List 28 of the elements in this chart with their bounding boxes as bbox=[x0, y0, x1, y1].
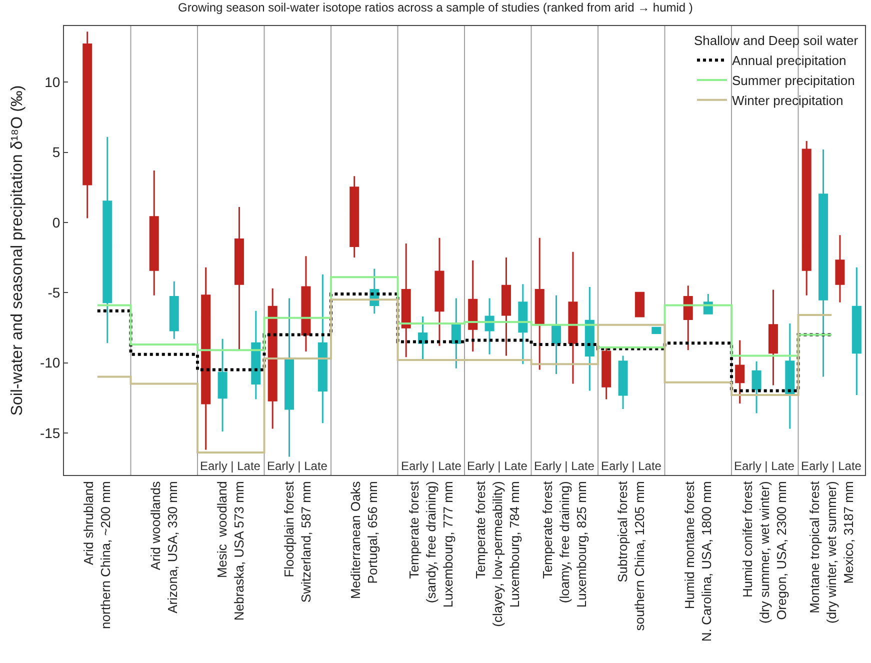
annotation: Early | Late bbox=[267, 459, 328, 473]
annotation: Early | Late bbox=[601, 459, 662, 473]
y-tick-label: -15 bbox=[40, 424, 60, 441]
y-tick-label: 0 bbox=[52, 214, 60, 230]
annotation: Early | Late bbox=[401, 459, 462, 473]
legend-title: Shallow and Deep soil water bbox=[694, 33, 859, 48]
legend-label: Winter precipitation bbox=[732, 92, 844, 108]
y-tick-label: 10 bbox=[44, 74, 60, 90]
x-tick-label: Temperate forest (clayey, low-permeability) Luxembourg, 784 mm bbox=[473, 480, 522, 627]
x-tick-label: Temperate forest (sandy, free draining) Luxembourg, 777 mm bbox=[406, 480, 456, 608]
x-tick-label: Floodplain forest Switzerland, 587 mm bbox=[281, 480, 314, 603]
chart-title: Growing season soil-water isotope ratios across a sample of studies (ranked from arid → humid ) bbox=[178, 0, 693, 15]
annotation: Early | Late bbox=[734, 459, 795, 473]
y-tick-label: -5 bbox=[48, 284, 60, 300]
annotation: Early | Late bbox=[467, 459, 528, 473]
annotation: Early | Late bbox=[534, 459, 595, 473]
x-tick-label: Montane tropical forest (dry winter, wet summer) Mexico, 3187 mm bbox=[806, 480, 856, 624]
x-tick-label: Temperate forest (loamy, free draining) Luxembourg, 825 mm bbox=[540, 480, 589, 608]
annotation: Early | Late bbox=[801, 459, 862, 473]
legend-label: Annual precipitation bbox=[732, 53, 846, 68]
x-tick-label: Mediterranean Oaks Portugal, 656 mm bbox=[348, 480, 380, 599]
y-tick-label: 5 bbox=[52, 144, 60, 160]
x-tick-label: Arid shrubland northern China, ~200 mm bbox=[81, 481, 114, 629]
y-tick-label: -10 bbox=[40, 354, 60, 371]
y-axis-title: Soil-water and seasonal precipitation δ¹⁸O (‰) bbox=[9, 85, 26, 416]
annotation: Early | Late bbox=[200, 459, 261, 473]
legend-label: Summer precipitation bbox=[732, 73, 855, 88]
x-tick-label: Subtropical forest southern China, 1205 mm bbox=[615, 480, 648, 631]
